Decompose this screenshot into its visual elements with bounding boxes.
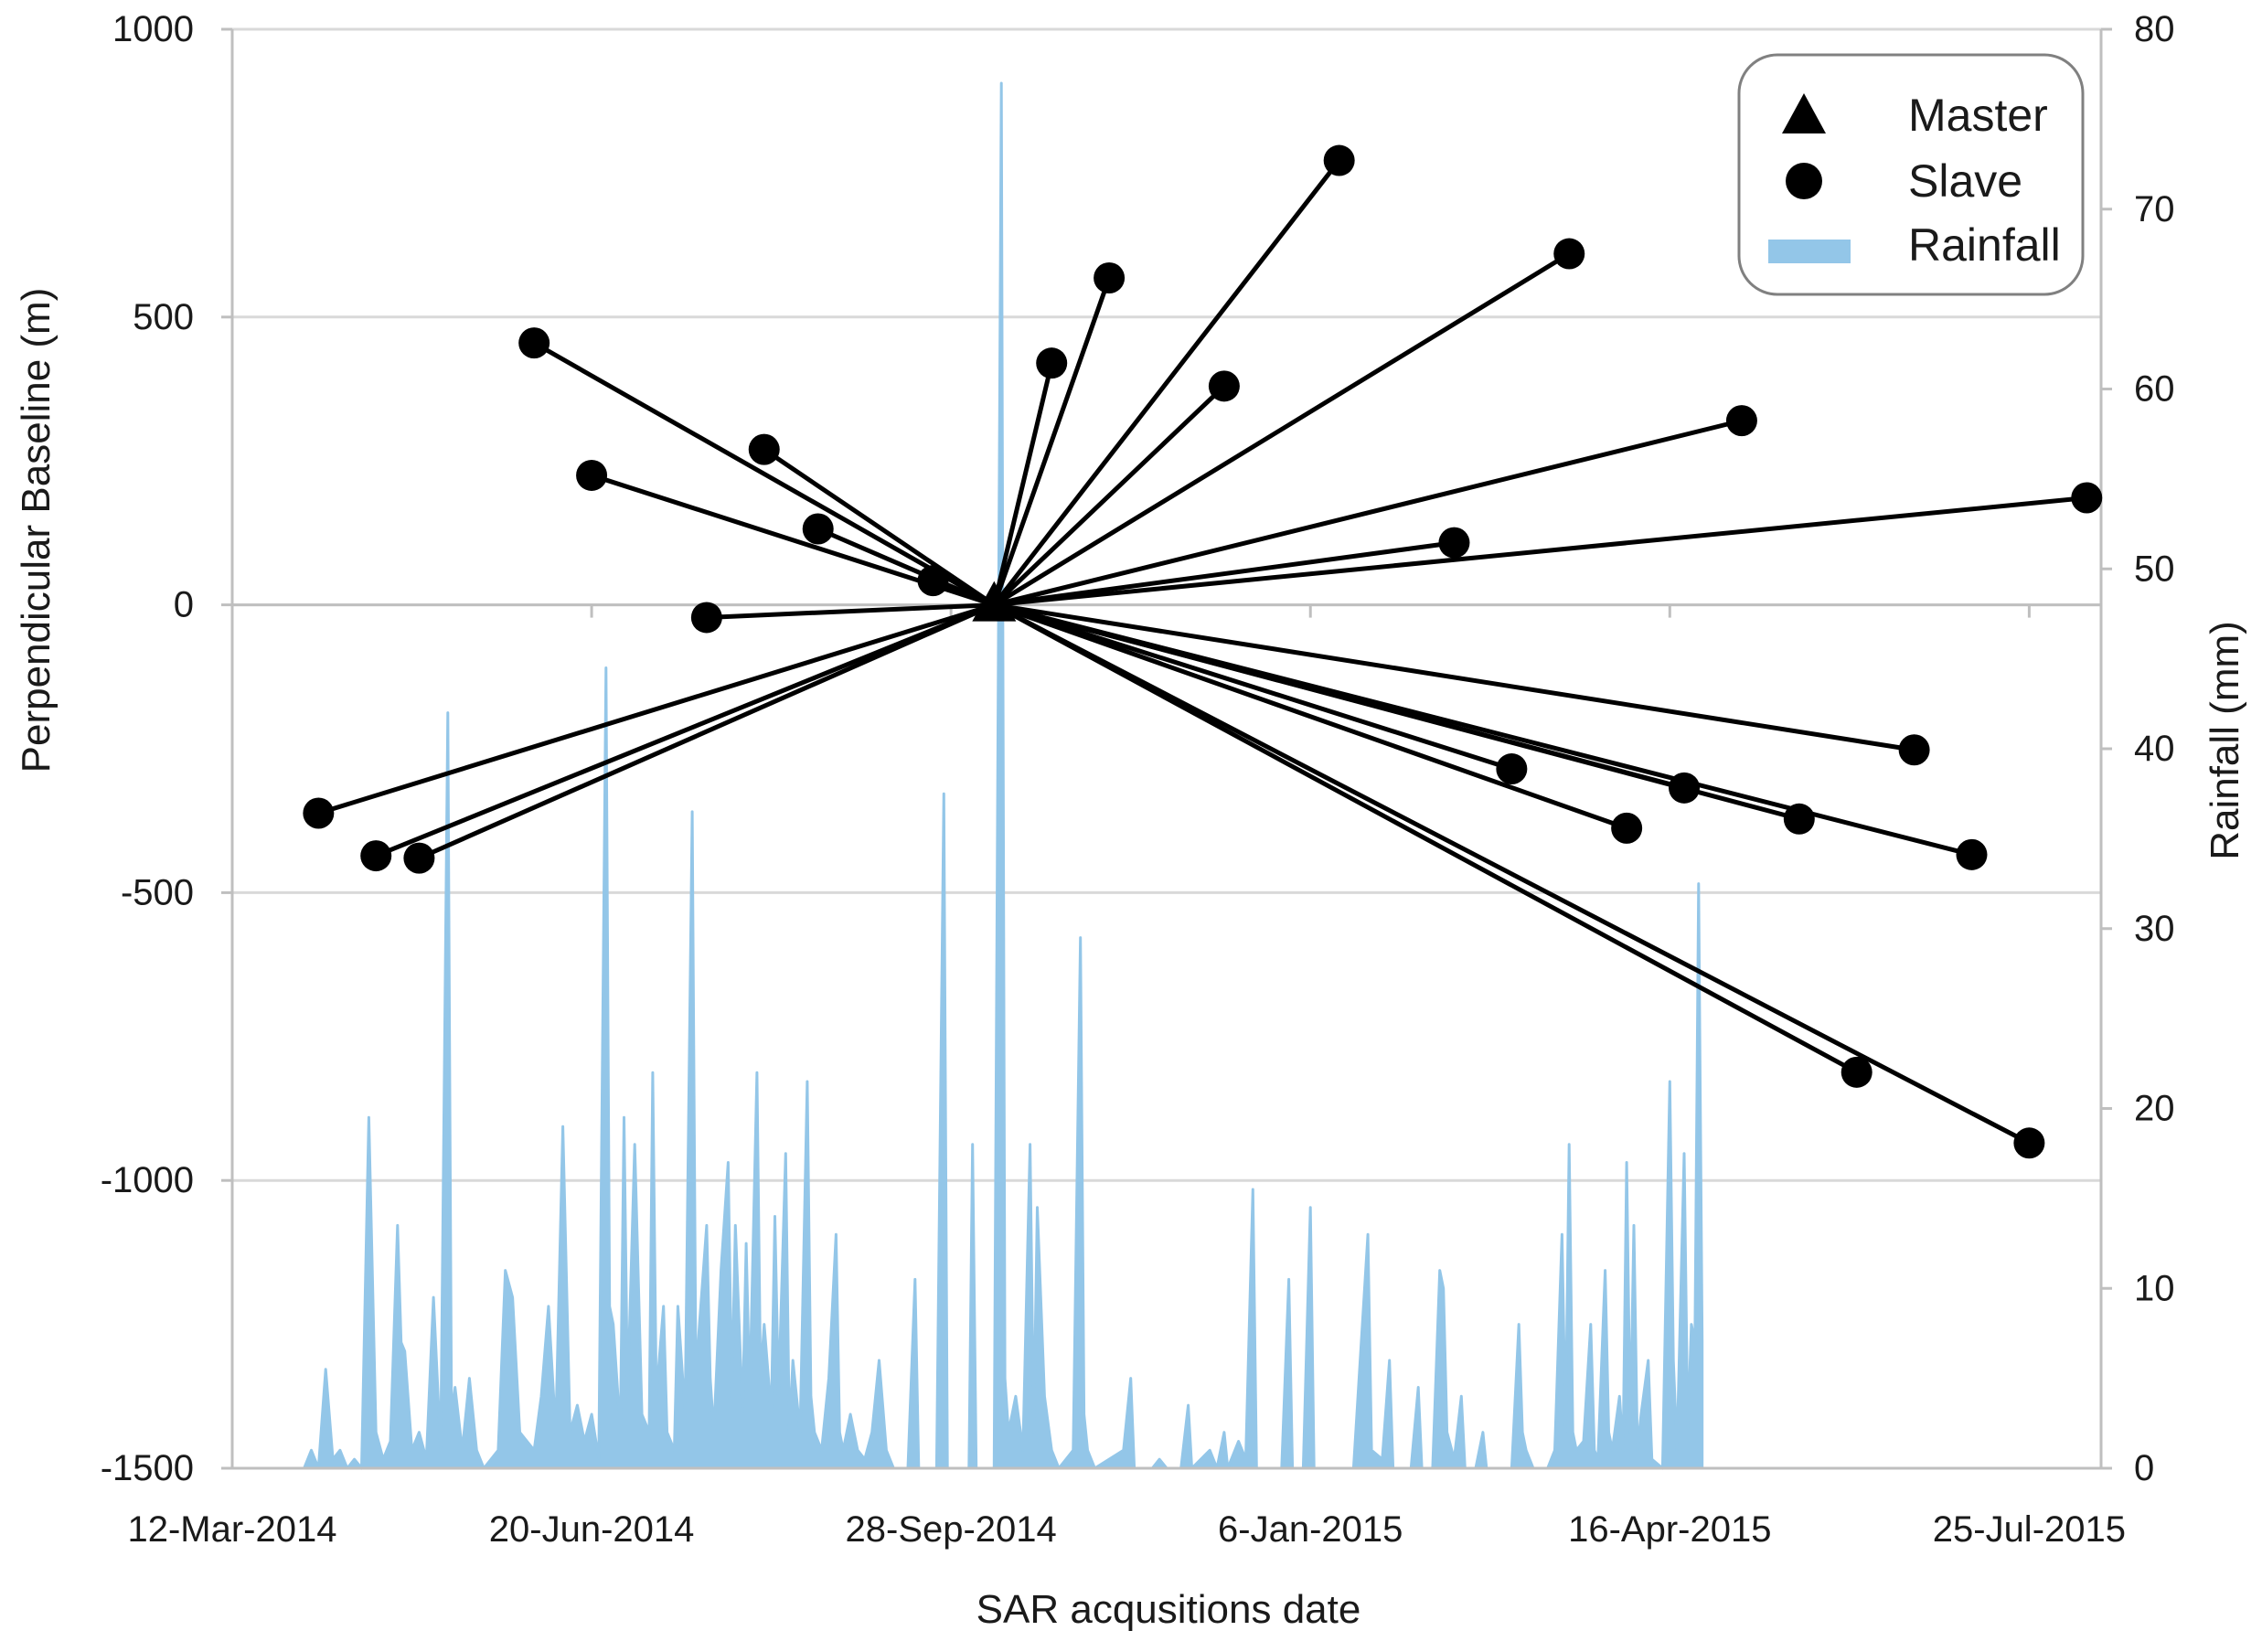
legend: Master Slave Rainfall xyxy=(1737,53,2085,296)
slave-point xyxy=(403,842,435,874)
slave-point xyxy=(518,327,550,359)
legend-rainfall-label: Rainfall xyxy=(1908,219,2061,271)
baseline-connection-line xyxy=(993,602,2031,1146)
baseline-connection-line xyxy=(706,602,995,620)
baseline-connection-line xyxy=(532,340,996,607)
y2-tick-label: 40 xyxy=(2134,729,2175,769)
y2-tick-label: 0 xyxy=(2134,1448,2154,1488)
baseline-connection-line xyxy=(993,602,1513,772)
legend-box xyxy=(1737,53,2085,296)
slave-point xyxy=(2071,482,2103,514)
slave-point xyxy=(1208,370,1240,402)
master-point xyxy=(972,581,1017,622)
baseline-connection-line xyxy=(993,602,1627,831)
x-tick-label: 25-Jul-2015 xyxy=(1933,1509,2126,1550)
baseline-connection-line xyxy=(992,384,1226,607)
x-tick-label: 20-Jun-2014 xyxy=(489,1509,695,1550)
x-tick-label: 6-Jan-2015 xyxy=(1218,1509,1403,1550)
slave-point xyxy=(1783,803,1815,835)
slave-point xyxy=(1323,144,1355,176)
baseline-network-lines xyxy=(317,159,2087,1146)
slave-point xyxy=(2013,1127,2045,1159)
slave-point xyxy=(1898,734,1930,766)
slave-point xyxy=(1496,753,1528,785)
master-point-layer xyxy=(972,581,1017,622)
y-tick-label: 500 xyxy=(133,297,194,337)
y-tick-label: 0 xyxy=(174,585,194,625)
slave-point xyxy=(1094,261,1126,293)
y2-tick-label: 20 xyxy=(2134,1089,2175,1129)
baseline-connection-line xyxy=(992,159,1341,607)
tick-labels: 1000 500 0 -500 -1000 -1500 80 70 60 50 40 30 20 10 0 1… xyxy=(101,9,2175,1550)
baseline-connection-line xyxy=(317,602,996,815)
baseline-connection-line xyxy=(763,447,996,607)
y2-tick-label: 10 xyxy=(2134,1268,2175,1308)
legend-rainfall-swatch xyxy=(1768,240,1851,263)
baseline-connection-line xyxy=(993,251,1571,607)
baseline-connection-line xyxy=(991,277,1112,606)
slave-point xyxy=(690,602,722,634)
slave-points xyxy=(303,144,2103,1159)
slave-point xyxy=(1841,1056,1873,1088)
y2-axis-title: Rainfall (mm) xyxy=(2203,621,2247,860)
baseline-connection-line xyxy=(375,602,996,858)
baseline-connection-line xyxy=(993,602,1858,1075)
slave-point xyxy=(802,513,834,545)
y2-tick-label: 80 xyxy=(2134,9,2175,49)
baseline-connection-line xyxy=(994,496,2087,608)
slave-point xyxy=(1036,347,1068,379)
baseline-connection-line xyxy=(993,418,1743,608)
baseline-connection-line xyxy=(993,540,1455,608)
x-tick-label: 12-Mar-2014 xyxy=(127,1509,336,1550)
slave-point xyxy=(1611,812,1643,844)
baseline-connection-line xyxy=(991,362,1054,606)
x-tick-label: 16-Apr-2015 xyxy=(1568,1509,1771,1550)
slave-point xyxy=(1553,238,1585,270)
legend-master-label: Master xyxy=(1908,90,2048,141)
slave-point xyxy=(1725,405,1757,437)
y2-tick-label: 70 xyxy=(2134,189,2175,229)
slave-point xyxy=(1669,772,1701,804)
y-tick-label: 1000 xyxy=(112,9,194,49)
legend-slave-label: Slave xyxy=(1908,155,2022,207)
y2-tick-label: 30 xyxy=(2134,909,2175,949)
slave-point xyxy=(748,433,780,465)
legend-master-marker xyxy=(1782,93,1826,133)
slave-point xyxy=(1956,838,1988,870)
x-tick-label: 28-Sep-2014 xyxy=(846,1509,1057,1550)
y-axis-title: Perpendicular Baseline (m) xyxy=(14,288,59,773)
y-tick-label: -1000 xyxy=(101,1160,194,1200)
slave-point xyxy=(1438,527,1470,559)
slave-point xyxy=(360,840,392,872)
x-axis-title: SAR acqusitions date xyxy=(976,1587,1361,1632)
axes xyxy=(221,27,2112,1470)
legend-slave-marker xyxy=(1786,163,1822,199)
slave-point xyxy=(576,459,608,491)
y-tick-label: -500 xyxy=(121,872,194,912)
baseline-connection-line xyxy=(993,602,1915,752)
y2-tick-label: 60 xyxy=(2134,369,2175,410)
y2-tick-label: 50 xyxy=(2134,549,2175,589)
baseline-connection-line xyxy=(418,602,996,860)
slave-point xyxy=(303,797,335,829)
y-tick-label: -1500 xyxy=(101,1448,194,1488)
slave-point xyxy=(917,565,949,597)
